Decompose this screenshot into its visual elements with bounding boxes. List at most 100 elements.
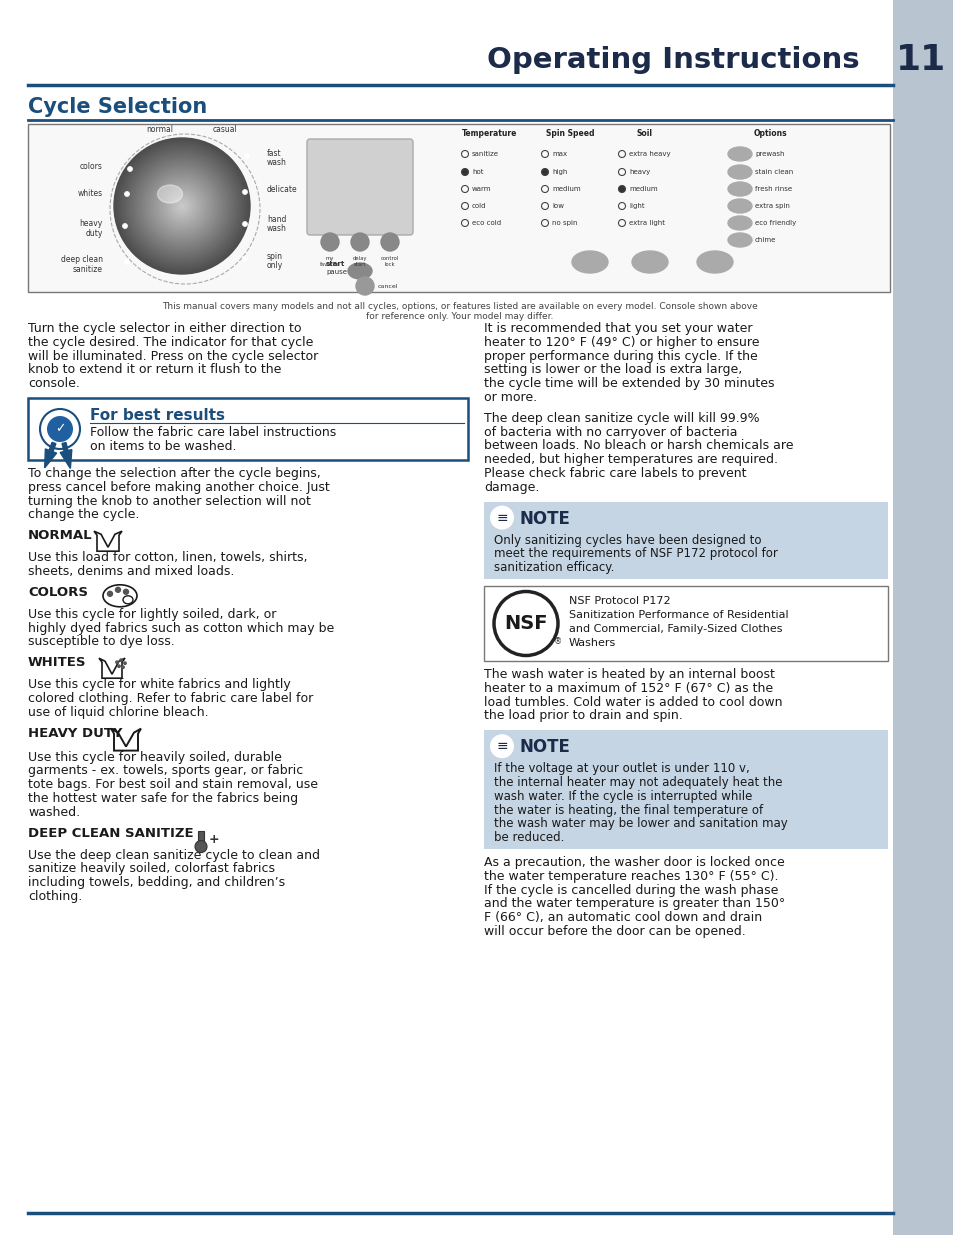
Text: light: light (628, 203, 644, 209)
Text: extra spin: extra spin (754, 203, 789, 209)
Text: Only sanitizing cycles have been designed to: Only sanitizing cycles have been designe… (494, 534, 760, 547)
Circle shape (124, 148, 240, 264)
Ellipse shape (727, 182, 751, 196)
Text: It is recommended that you set your water: It is recommended that you set your wate… (483, 322, 752, 335)
Text: ®: ® (554, 637, 561, 646)
Text: To change the selection after the cycle begins,: To change the selection after the cycle … (28, 467, 320, 480)
Text: on items to be washed.: on items to be washed. (90, 440, 236, 453)
Text: Use this cycle for heavily soiled, durable: Use this cycle for heavily soiled, durab… (28, 751, 281, 763)
Circle shape (142, 165, 222, 246)
FancyBboxPatch shape (307, 140, 413, 235)
Bar (892, 0, 953, 1235)
Circle shape (178, 203, 186, 210)
Text: As a precaution, the washer door is locked once: As a precaution, the washer door is lock… (483, 856, 784, 869)
Text: prewash: prewash (754, 151, 783, 157)
Circle shape (160, 184, 204, 228)
Text: the cycle desired. The indicator for that cycle: the cycle desired. The indicator for tha… (28, 336, 313, 348)
Text: highly dyed fabrics such as cotton which may be: highly dyed fabrics such as cotton which… (28, 621, 334, 635)
Circle shape (122, 666, 124, 668)
Text: change the cycle.: change the cycle. (28, 509, 139, 521)
Circle shape (242, 189, 247, 194)
Text: eco friendly: eco friendly (754, 220, 796, 226)
Text: Spin Speed: Spin Speed (545, 128, 594, 138)
Text: The deep clean sanitize cycle will kill 99.9%: The deep clean sanitize cycle will kill … (483, 411, 759, 425)
Circle shape (164, 188, 200, 224)
Ellipse shape (157, 185, 182, 203)
Text: only: only (267, 261, 283, 270)
Ellipse shape (572, 251, 607, 273)
Circle shape (113, 138, 250, 274)
Text: duty: duty (86, 228, 103, 238)
Text: susceptible to dye loss.: susceptible to dye loss. (28, 635, 174, 648)
Text: damage.: damage. (483, 480, 538, 494)
Circle shape (118, 142, 246, 270)
Text: Options: Options (753, 128, 786, 138)
FancyArrow shape (60, 442, 71, 468)
Circle shape (115, 661, 118, 663)
Circle shape (144, 168, 220, 245)
Text: NSF: NSF (504, 614, 547, 634)
Text: setting is lower or the load is extra large,: setting is lower or the load is extra la… (483, 363, 741, 377)
Circle shape (150, 174, 213, 238)
Text: extra light: extra light (628, 220, 664, 226)
Circle shape (242, 221, 247, 226)
Text: including towels, bedding, and children’s: including towels, bedding, and children’… (28, 876, 285, 889)
Text: garments - ex. towels, sports gear, or fabric: garments - ex. towels, sports gear, or f… (28, 764, 303, 777)
Ellipse shape (727, 147, 751, 161)
Text: wash: wash (267, 224, 287, 233)
Bar (483, 501, 887, 579)
Text: knob to extend it or return it flush to the: knob to extend it or return it flush to … (28, 363, 281, 377)
Text: Use this load for cotton, linen, towels, shirts,: Use this load for cotton, linen, towels,… (28, 551, 307, 564)
Text: Use this cycle for white fabrics and lightly: Use this cycle for white fabrics and lig… (28, 678, 291, 692)
Text: Soil: Soil (637, 128, 652, 138)
Text: Operating Instructions: Operating Instructions (487, 46, 859, 74)
Circle shape (125, 191, 130, 196)
Text: F (66° C), an automatic cool down and drain: F (66° C), an automatic cool down and dr… (483, 911, 761, 924)
Circle shape (138, 162, 226, 249)
Text: my
favorite: my favorite (319, 256, 340, 267)
Circle shape (122, 224, 128, 228)
Text: NOTE: NOTE (519, 510, 570, 527)
Circle shape (158, 182, 206, 230)
Text: start: start (326, 261, 345, 267)
Circle shape (170, 194, 193, 219)
Text: warm: warm (472, 186, 491, 191)
Text: use of liquid chlorine bleach.: use of liquid chlorine bleach. (28, 705, 209, 719)
Circle shape (490, 505, 514, 530)
Circle shape (116, 140, 248, 272)
Text: extra heavy: extra heavy (628, 151, 670, 157)
Circle shape (125, 259, 130, 264)
Ellipse shape (123, 595, 132, 604)
Text: the internal heater may not adequately heat the: the internal heater may not adequately h… (494, 776, 781, 789)
Text: eco cold: eco cold (472, 220, 500, 226)
Text: heavy: heavy (628, 169, 650, 175)
Text: Use this cycle for lightly soiled, dark, or: Use this cycle for lightly soiled, dark,… (28, 608, 276, 621)
Ellipse shape (727, 216, 751, 230)
Text: no spin: no spin (552, 220, 577, 226)
Circle shape (380, 233, 398, 251)
Text: This manual covers many models and not all cycles, options, or features listed a: This manual covers many models and not a… (162, 303, 757, 321)
Text: spin: spin (267, 252, 283, 261)
Circle shape (244, 153, 250, 158)
Text: wash water. If the cycle is interrupted while: wash water. If the cycle is interrupted … (494, 790, 752, 803)
Circle shape (618, 185, 625, 193)
Circle shape (47, 416, 73, 442)
Circle shape (128, 167, 132, 172)
Bar (483, 730, 887, 848)
Text: whites: whites (78, 189, 103, 198)
Circle shape (153, 178, 210, 233)
Bar (198, 831, 204, 845)
Text: or more.: or more. (483, 391, 537, 404)
Ellipse shape (631, 251, 667, 273)
Circle shape (117, 664, 120, 667)
Text: will occur before the door can be opened.: will occur before the door can be opened… (483, 925, 745, 939)
Circle shape (152, 177, 212, 236)
Circle shape (148, 172, 215, 240)
Text: WHITES: WHITES (28, 656, 87, 669)
Circle shape (351, 233, 369, 251)
Text: Follow the fabric care label instructions: Follow the fabric care label instruction… (90, 426, 335, 438)
Text: clothing.: clothing. (28, 890, 82, 903)
Ellipse shape (727, 233, 751, 247)
Text: pause: pause (326, 269, 347, 275)
Text: Please check fabric care labels to prevent: Please check fabric care labels to preve… (483, 467, 745, 480)
